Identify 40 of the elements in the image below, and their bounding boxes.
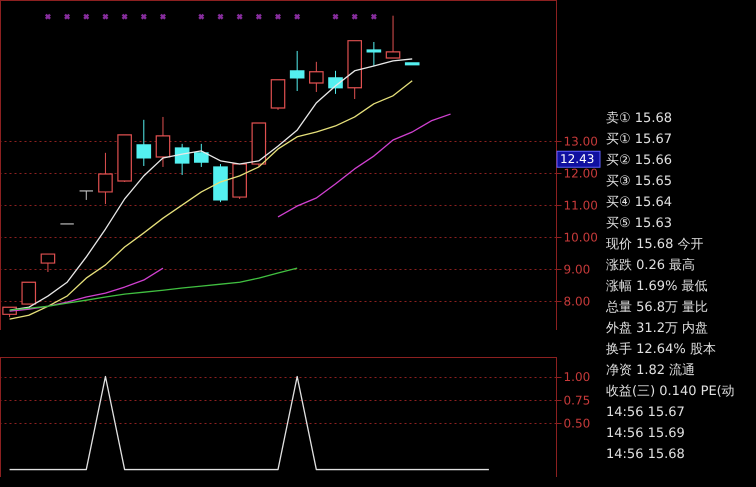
candlestick: [328, 70, 343, 94]
text: 总量 56.8万 量比: [606, 299, 710, 317]
text: 涨幅 1.69% 最低: [606, 278, 709, 296]
text: 现价 15.68 今开: [606, 236, 704, 254]
candlestick: [309, 61, 324, 92]
text: 收益(三) 0.140 PE(动: [606, 383, 736, 401]
text: 买⑤ 15.63: [606, 215, 674, 233]
candlestick: [40, 253, 56, 273]
text: 14:56 15.67: [606, 404, 686, 422]
candlestick: [78, 190, 94, 200]
candlestick: [156, 116, 170, 168]
candlestick: [174, 143, 190, 176]
text: 14:56 15.69: [606, 425, 686, 443]
y-tick-label: 12.00: [564, 166, 598, 181]
text: 14:56 15.68: [606, 446, 686, 464]
candlestick: [366, 41, 382, 66]
text: 外盘 31.2万 内盘: [606, 320, 710, 338]
y-tick-label: 13.00: [564, 134, 598, 148]
text: 卖① 15.68: [606, 110, 674, 128]
candlestick: [21, 282, 36, 305]
text: 买② 15.66: [606, 152, 674, 170]
y-tick-label: 0.75: [564, 393, 590, 408]
y-tick-label: 8.00: [564, 294, 590, 309]
text: 涨跌 0.26 最高: [606, 257, 696, 275]
y-tick-label: 0.50: [564, 416, 590, 431]
text: 买④ 15.64: [606, 194, 674, 212]
candlestick: [98, 152, 113, 205]
text: 买① 15.67: [606, 131, 674, 149]
y-tick-label: 11.00: [564, 198, 598, 213]
candlestick: [290, 50, 304, 92]
y-tick-label: 1.00: [564, 370, 590, 384]
y-tick-label: 9.00: [564, 262, 590, 277]
text: 净资 1.82 流通: [606, 362, 696, 380]
annotation: 12.43: [560, 152, 594, 166]
candlestick: [136, 119, 152, 166]
text: 换手 12.64% 股本: [606, 341, 717, 359]
text: 买③ 15.65: [606, 173, 674, 191]
candlestick: [386, 15, 400, 59]
candlestick: [194, 143, 209, 168]
y-tick-label: 10.00: [564, 230, 598, 245]
